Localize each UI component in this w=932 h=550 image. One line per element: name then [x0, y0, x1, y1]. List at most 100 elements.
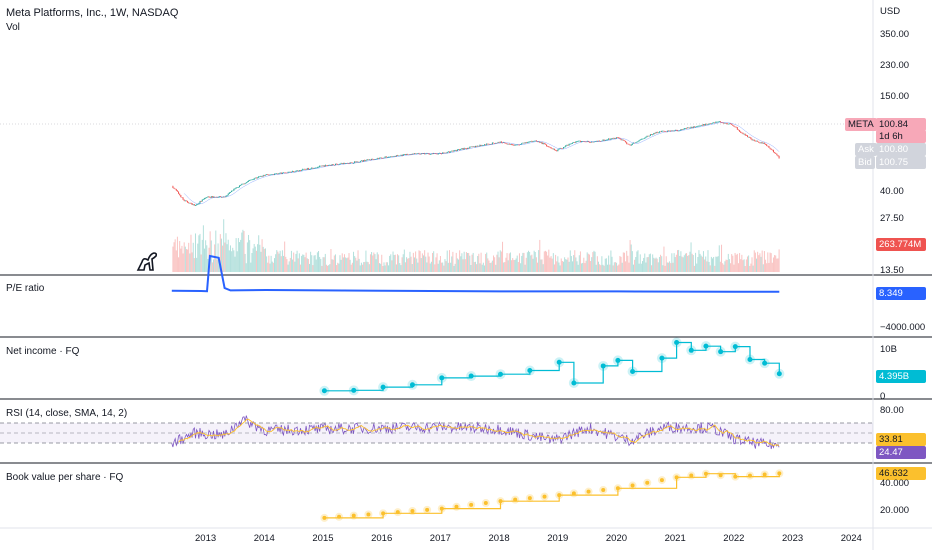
price-candle-body: [436, 153, 438, 155]
volume-bar: [565, 259, 567, 272]
volume-bar: [337, 262, 339, 272]
volume-bar: [181, 245, 183, 272]
price-candle-body: [181, 197, 183, 198]
price-candle-body: [707, 124, 709, 125]
volume-bar: [294, 261, 296, 272]
volume-bar: [678, 249, 680, 272]
volume-bar: [719, 261, 721, 272]
price-candle-body: [701, 124, 703, 126]
net-income-point: [659, 355, 665, 361]
volume-bar: [283, 255, 285, 272]
volume-bar: [632, 264, 634, 272]
price-candle-body: [770, 148, 772, 150]
bvps-point: [733, 474, 738, 479]
volume-bar: [754, 252, 756, 272]
price-candle-body: [629, 144, 631, 146]
volume-bar: [358, 258, 360, 272]
price-candle-body: [642, 138, 644, 140]
price-candle-body: [461, 148, 463, 150]
price-candle-body: [279, 172, 281, 174]
price-candle-body: [244, 183, 246, 184]
volume-bar: [240, 239, 242, 272]
bid-price-tag: 100.75: [876, 156, 926, 169]
volume-bar: [242, 229, 244, 272]
volume-bar: [611, 256, 613, 272]
volume-bar: [359, 265, 361, 272]
price-candle-body: [595, 141, 597, 142]
volume-bar: [686, 253, 688, 272]
volume-bar: [355, 257, 357, 272]
volume-bar: [666, 262, 668, 272]
price-candle-body: [486, 143, 488, 145]
volume-bar: [628, 262, 630, 272]
volume-bar: [569, 250, 571, 272]
volume-bar: [280, 256, 282, 272]
price-candle-body: [312, 167, 314, 169]
volume-bar: [593, 250, 595, 272]
volume-bar: [402, 254, 404, 272]
price-candle-body: [550, 147, 552, 149]
price-candle-body: [478, 145, 480, 147]
volume-bar: [258, 235, 260, 272]
price-candle-body: [454, 150, 456, 151]
price-candle-body: [718, 121, 720, 122]
volume-bar: [551, 258, 553, 272]
price-tick-label: 230.00: [880, 60, 910, 71]
volume-bar: [307, 259, 309, 272]
price-candle-body: [456, 149, 458, 151]
bvps-point: [454, 504, 459, 509]
year-tick-label: 2022: [723, 533, 745, 544]
volume-bar: [478, 253, 480, 272]
volume-bar: [459, 250, 461, 272]
volume-bar: [505, 257, 507, 272]
volume-bar: [743, 259, 745, 272]
price-candle-body: [498, 142, 500, 143]
volume-bar: [304, 257, 306, 272]
price-candle-body: [226, 195, 228, 196]
volume-bar: [663, 246, 665, 272]
volume-bar: [662, 265, 664, 272]
volume-bar: [334, 254, 336, 272]
volume-bar: [596, 256, 598, 272]
price-candle-body: [271, 174, 273, 175]
price-candle-body: [324, 165, 326, 167]
volume-bar: [198, 235, 200, 272]
price-candle-body: [204, 198, 206, 200]
volume-bar: [518, 253, 520, 272]
price-candle-body: [236, 187, 238, 188]
price-candle-body: [472, 146, 474, 148]
volume-bar: [253, 243, 255, 272]
ask-price-tag: 100.80: [876, 143, 926, 156]
price-candle-body: [402, 154, 404, 156]
net-income-point: [732, 344, 738, 350]
bvps-point: [718, 473, 723, 478]
volume-bar: [556, 261, 558, 272]
volume-bar: [482, 262, 484, 272]
price-candle-body: [514, 145, 516, 146]
volume-bar: [292, 259, 294, 272]
price-candle-body: [491, 142, 493, 145]
price-candle-body: [328, 165, 330, 166]
price-candle-body: [614, 138, 616, 139]
volume-bar: [560, 258, 562, 272]
volume-bar: [218, 260, 220, 272]
volume-bar: [367, 262, 369, 272]
price-candle-body: [618, 137, 620, 139]
price-candle-body: [705, 123, 707, 126]
volume-bar: [654, 258, 656, 272]
price-candle-body: [509, 144, 511, 145]
bvps-line: [324, 473, 780, 519]
price-candle-body: [602, 139, 604, 141]
price-candle-body: [684, 128, 686, 129]
price-candle-body: [655, 132, 657, 134]
volume-bar: [296, 250, 298, 272]
price-candle-body: [674, 130, 676, 131]
price-candle-body: [635, 142, 637, 143]
price-candle-body: [480, 144, 482, 146]
volume-bar: [269, 263, 271, 272]
chart-title: Meta Platforms, Inc., 1W, NASDAQ: [6, 7, 179, 19]
volume-bar: [458, 259, 460, 272]
price-candle-body: [709, 123, 711, 125]
year-tick-label: 2021: [664, 533, 686, 544]
price-candle-body: [388, 157, 390, 158]
